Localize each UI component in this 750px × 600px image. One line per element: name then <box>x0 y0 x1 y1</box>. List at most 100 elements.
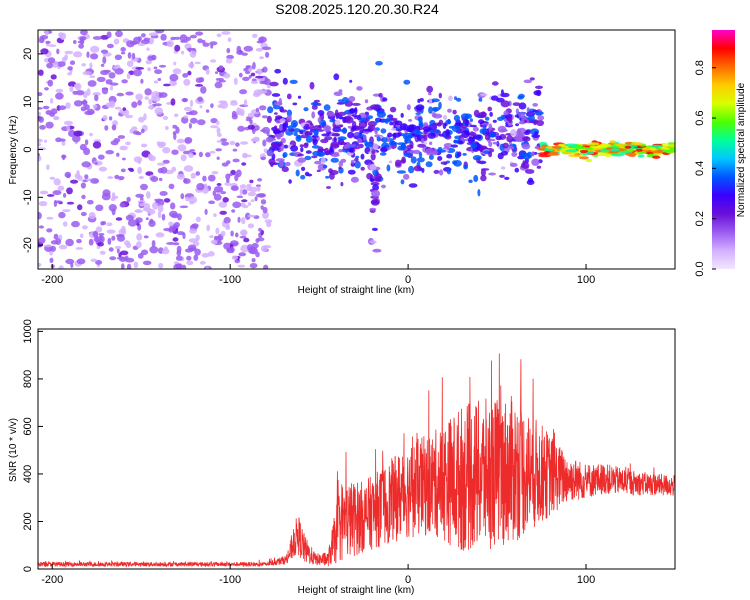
heatmap-cell <box>428 106 433 114</box>
heatmap-cell <box>173 132 177 141</box>
heatmap-cell <box>342 127 347 134</box>
heatmap-cell <box>236 195 244 199</box>
heatmap-cell <box>89 132 93 137</box>
heatmap-cell <box>113 38 120 45</box>
heatmap-cell <box>38 92 43 97</box>
heatmap-cell <box>531 158 540 166</box>
heatmap-cell <box>208 200 216 205</box>
heatmap-cell <box>652 155 661 159</box>
heatmap-cell <box>235 232 239 238</box>
heatmap-cell <box>238 72 243 78</box>
heatmap-cell <box>437 149 446 153</box>
heatmap-cell <box>340 182 344 187</box>
colorbar-gradient <box>712 30 735 269</box>
heatmap-cell <box>157 78 162 81</box>
heatmap-cell <box>53 233 59 240</box>
heatmap-cell <box>39 125 46 130</box>
heatmap-cell <box>195 77 203 83</box>
heatmap-cell <box>333 136 337 142</box>
heatmap-cell <box>186 255 192 261</box>
heatmap-cell <box>210 43 214 49</box>
heatmap-cell <box>389 121 394 126</box>
heatmap-cell <box>248 74 252 79</box>
heatmap-cell <box>255 238 260 244</box>
heatmap-cell <box>158 177 163 181</box>
heatmap-cell <box>428 154 434 160</box>
heatmap-cell <box>448 95 453 102</box>
heatmap-cell <box>125 114 133 119</box>
heatmap-cell <box>195 84 203 87</box>
heatmap-cell <box>326 186 331 189</box>
figure-title: S208.2025.120.20.30.R24 <box>275 1 439 17</box>
heatmap-cell <box>159 141 166 147</box>
heatmap-cell <box>371 149 376 155</box>
heatmap-cell <box>132 130 140 135</box>
heatmap-cell <box>445 129 450 136</box>
heatmap-cell <box>350 159 355 164</box>
heatmap-cell <box>213 193 222 201</box>
heatmap-cell <box>504 176 510 180</box>
heatmap-cell <box>144 88 152 96</box>
heatmap-cell <box>66 125 71 132</box>
heatmap-cell <box>389 106 397 113</box>
heatmap-cell <box>334 119 341 126</box>
heatmap-cell <box>472 126 479 132</box>
heatmap-cell <box>221 31 231 35</box>
heatmap-cell <box>266 221 272 228</box>
heatmap-cell <box>512 102 521 106</box>
heatmap-cell <box>320 157 326 164</box>
heatmap-cell <box>428 92 432 96</box>
heatmap-cell <box>133 36 141 45</box>
heatmap-cell <box>162 159 170 164</box>
heatmap-cell <box>169 73 179 82</box>
heatmap-cell <box>80 211 87 217</box>
heatmap-cell <box>216 127 221 135</box>
heatmap-cell <box>509 162 518 167</box>
heatmap-cell <box>135 217 143 223</box>
heatmap-cell <box>220 230 226 237</box>
heatmap-cell <box>511 151 518 157</box>
heatmap-cell <box>161 213 166 221</box>
heatmap-cell <box>300 174 306 180</box>
heatmap-cell <box>147 67 152 72</box>
heatmap-cell <box>415 104 425 111</box>
heatmap-cell <box>311 111 316 119</box>
heatmap-cell <box>473 134 482 140</box>
heatmap-cell <box>451 124 461 133</box>
heatmap-cell <box>97 154 105 160</box>
heatmap-cell <box>210 59 217 63</box>
heatmap-cell <box>210 118 218 124</box>
heatmap-cell <box>202 42 210 47</box>
heatmap-cell <box>105 102 112 108</box>
heatmap-cell <box>359 117 366 121</box>
heatmap-cell <box>463 164 468 170</box>
heatmap-cell <box>491 81 499 86</box>
heatmap-cell <box>250 199 255 203</box>
heatmap-cell <box>98 166 107 172</box>
heatmap-cell <box>76 238 82 244</box>
heatmap-cell <box>97 242 104 247</box>
heatmap-cell <box>445 119 452 125</box>
heatmap-cell <box>254 75 264 79</box>
heatmap-cell <box>443 115 448 120</box>
heatmap-cell <box>404 135 414 139</box>
heatmap-cell <box>323 104 331 111</box>
heatmap-cell <box>133 68 143 77</box>
heatmap-cell <box>218 65 224 70</box>
heatmap-cell <box>460 113 470 120</box>
heatmap-cell <box>72 135 81 143</box>
heatmap-cell <box>380 128 387 134</box>
heatmap-cell <box>116 92 125 97</box>
heatmap-cell <box>38 111 42 116</box>
heatmap-cell <box>256 68 263 75</box>
heatmap-cell <box>412 129 421 135</box>
heatmap-cell <box>457 151 462 157</box>
heatmap-cell <box>226 222 230 229</box>
heatmap-cell <box>108 72 116 79</box>
heatmap-cell <box>84 110 94 116</box>
heatmap-cell <box>274 68 282 74</box>
heatmap-cell <box>267 106 274 114</box>
heatmap-cell <box>372 184 379 191</box>
heatmap-cell <box>369 207 377 211</box>
heatmap-cell <box>417 116 423 123</box>
